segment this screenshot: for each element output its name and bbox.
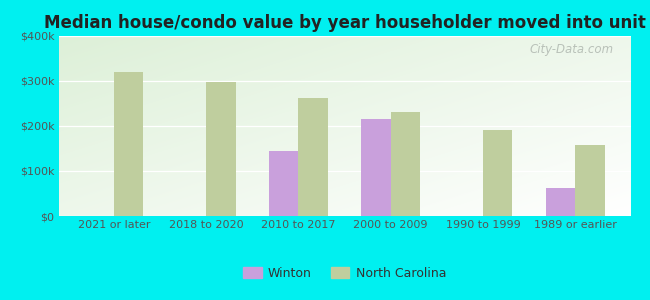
Bar [114,72,144,216]
Bar [269,151,298,216]
Bar [545,188,575,216]
Bar [361,119,391,216]
Bar [483,130,512,216]
Bar [298,98,328,216]
Text: City-Data.com: City-Data.com [529,43,614,56]
Bar [575,145,604,216]
Title: Median house/condo value by year householder moved into unit: Median house/condo value by year househo… [44,14,645,32]
Bar [206,82,236,216]
Bar [391,112,420,216]
Legend: Winton, North Carolina: Winton, North Carolina [238,262,451,285]
